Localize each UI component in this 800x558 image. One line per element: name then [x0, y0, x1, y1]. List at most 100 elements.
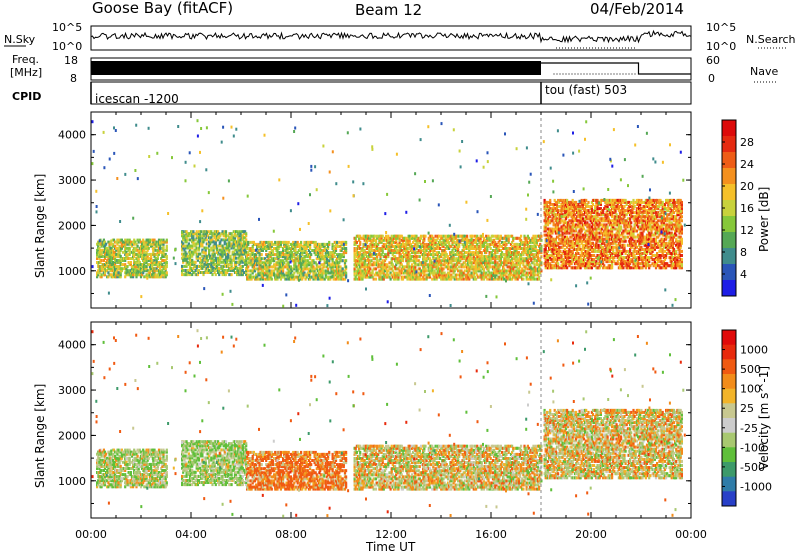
echo-cell	[549, 199, 551, 202]
echo-cell	[137, 245, 139, 248]
echo-cell	[101, 259, 103, 262]
echo-cell	[279, 251, 281, 254]
freq-label-line2: [MHz]	[10, 66, 42, 79]
echo-cell	[369, 267, 371, 270]
echo-cell	[499, 243, 501, 246]
echo-cell	[155, 249, 157, 252]
echo-cell	[481, 272, 483, 275]
echo-cell	[323, 269, 325, 272]
echo-cell	[415, 235, 417, 238]
echo-cell	[235, 257, 237, 260]
echo-cell	[125, 247, 127, 250]
noise-panel: 10^5 10^0 10^5 10^0	[52, 21, 736, 53]
nsky-label: N.Sky	[4, 33, 36, 46]
noise-bottom-label-left: 10^0	[52, 40, 82, 53]
echo-cell	[229, 255, 231, 258]
echo-cell	[182, 269, 184, 272]
freq-bottom-label: 8	[70, 72, 77, 85]
echo-cell	[243, 271, 245, 274]
echo-cell	[386, 263, 388, 266]
echo-cell	[574, 213, 576, 216]
echo-cell	[551, 264, 553, 267]
echo-cell	[411, 245, 413, 248]
echo-cell	[126, 269, 128, 272]
echo-cell	[418, 249, 420, 252]
echo-cell	[356, 241, 358, 244]
echo-cell	[492, 261, 494, 264]
echo-cell	[220, 261, 222, 264]
echo-cell	[538, 276, 540, 279]
echo-cell	[578, 244, 580, 247]
echo-cell	[439, 247, 441, 250]
echo-cell	[149, 239, 151, 242]
echo-cell	[448, 241, 450, 244]
echo-cell	[274, 257, 276, 260]
echo-cell	[442, 235, 444, 238]
echo-cell	[476, 243, 478, 246]
echo-cell	[373, 278, 375, 281]
echo-cell	[271, 278, 273, 281]
echo-cell	[334, 255, 336, 258]
echo-cell	[535, 267, 537, 270]
echo-cell	[328, 241, 330, 244]
echo-cell	[130, 261, 132, 264]
echo-cell	[147, 253, 149, 256]
echo-cell	[126, 265, 128, 268]
echo-cell	[442, 267, 444, 270]
echo-cell	[166, 271, 168, 274]
echo-cell	[291, 251, 293, 254]
echo-cell	[505, 269, 507, 272]
echo-cell	[249, 241, 251, 244]
frequency-panel: 18 8 60 0	[64, 54, 720, 85]
echo-cell	[471, 272, 473, 275]
echo-cell	[391, 235, 393, 238]
echo-cell	[220, 238, 222, 241]
echo-cell	[245, 251, 247, 254]
echo-cell	[101, 273, 103, 276]
echo-cell	[426, 269, 428, 272]
echo-cell	[399, 269, 401, 272]
echo-cell	[513, 263, 515, 266]
echo-cell	[438, 251, 440, 254]
echo-cell	[387, 235, 389, 238]
echo-cell	[496, 261, 498, 264]
echo-cell	[148, 257, 150, 260]
echo-cell	[261, 253, 263, 256]
echo-cell	[195, 261, 197, 264]
echo-cell	[265, 241, 267, 244]
echo-cell	[122, 251, 124, 254]
echo-cell	[385, 235, 387, 238]
echo-cell	[430, 253, 432, 256]
echo-cell	[143, 275, 145, 278]
echo-cell	[573, 230, 575, 233]
echo-cell	[568, 219, 570, 222]
echo-cell	[382, 235, 384, 238]
echo-cell	[208, 249, 210, 252]
echo-cell	[102, 255, 104, 258]
cpid-panel: icescan -1200 tou (fast) 503	[91, 82, 691, 106]
echo-cell	[117, 239, 119, 242]
echo-cell	[280, 259, 282, 262]
echo-cell	[463, 278, 465, 281]
echo-cell	[308, 261, 310, 264]
echo-cell	[199, 253, 201, 256]
echo-cell	[572, 199, 574, 202]
echo-cell	[303, 241, 305, 244]
echo-cell	[520, 235, 522, 238]
echo-cell	[537, 239, 539, 242]
echo-cell	[228, 249, 230, 252]
echo-cell	[546, 201, 548, 204]
echo-cell	[288, 261, 290, 264]
echo-cell	[577, 252, 579, 255]
echo-cell	[465, 251, 467, 254]
echo-cell	[181, 265, 183, 268]
echo-cell	[534, 278, 536, 281]
echo-cell	[215, 273, 217, 276]
echo-cell	[332, 243, 334, 246]
echo-cell	[534, 253, 536, 256]
station-title: Goose Bay (fitACF)	[92, 0, 233, 17]
echo-cell	[509, 247, 511, 250]
echo-cell	[200, 230, 202, 233]
echo-cell	[496, 255, 498, 258]
